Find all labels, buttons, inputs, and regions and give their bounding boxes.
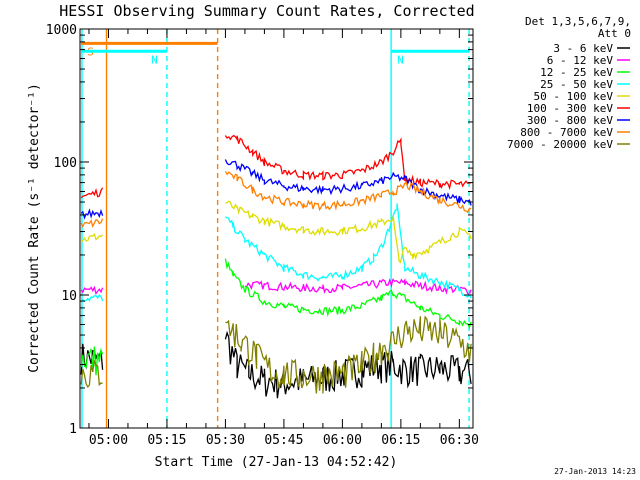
x-tick-label-5: 06:15 — [381, 433, 420, 448]
legend-label-5: 100 - 300 keV — [527, 102, 613, 115]
flag-label-1: N — [151, 53, 158, 66]
series-line-4 — [80, 200, 472, 264]
plot-marks: SNN110100100005:0005:1505:3005:4506:0006… — [46, 23, 630, 448]
series-line-3 — [81, 203, 472, 302]
legend-label-1: 6 - 12 keV — [547, 54, 614, 67]
legend-label-3: 25 - 50 keV — [540, 78, 613, 91]
legend-label-0: 3 - 6 keV — [553, 42, 613, 55]
x-tick-label-3: 05:45 — [264, 433, 303, 448]
legend-label-2: 12 - 25 keV — [540, 66, 613, 79]
series-line-8 — [80, 315, 472, 394]
x-tick-label-6: 06:30 — [440, 433, 479, 448]
timestamp: 27-Jan-2013 14:23 — [554, 467, 636, 476]
x-tick-label-2: 05:30 — [206, 433, 245, 448]
series-line-7 — [80, 170, 472, 229]
y-tick-label-3: 1000 — [46, 23, 77, 38]
legend-label-7: 800 - 7000 keV — [520, 126, 613, 139]
plot-frame — [79, 28, 474, 429]
flag-label-2: N — [397, 53, 404, 66]
y-axis-label: Corrected Count Rate (s⁻¹ detector⁻¹) — [27, 83, 42, 373]
x-tick-label-1: 05:15 — [147, 433, 186, 448]
series-line-2 — [80, 258, 472, 376]
y-tick-label-0: 1 — [69, 422, 77, 437]
x-tick-label-0: 05:00 — [89, 433, 128, 448]
legend-header-line2: Att 0 — [598, 27, 631, 40]
y-tick-label-1: 10 — [61, 289, 77, 304]
y-tick-label-2: 100 — [54, 156, 77, 171]
series-line-6 — [80, 159, 472, 220]
x-tick-label-4: 06:00 — [323, 433, 362, 448]
legend-header-line1: Det 1,3,5,6,7,9, — [525, 15, 631, 28]
series-line-1 — [80, 277, 472, 296]
x-axis-label: Start Time (27-Jan-13 04:52:42) — [155, 455, 398, 470]
legend-label-6: 300 - 800 keV — [527, 114, 613, 127]
legend-label-8: 7000 - 20000 keV — [507, 138, 613, 151]
series-line-5 — [80, 134, 472, 199]
series-line-0 — [80, 330, 472, 399]
legend-label-4: 50 - 100 keV — [534, 90, 614, 103]
chart-title: HESSI Observing Summary Count Rates, Cor… — [59, 2, 474, 20]
